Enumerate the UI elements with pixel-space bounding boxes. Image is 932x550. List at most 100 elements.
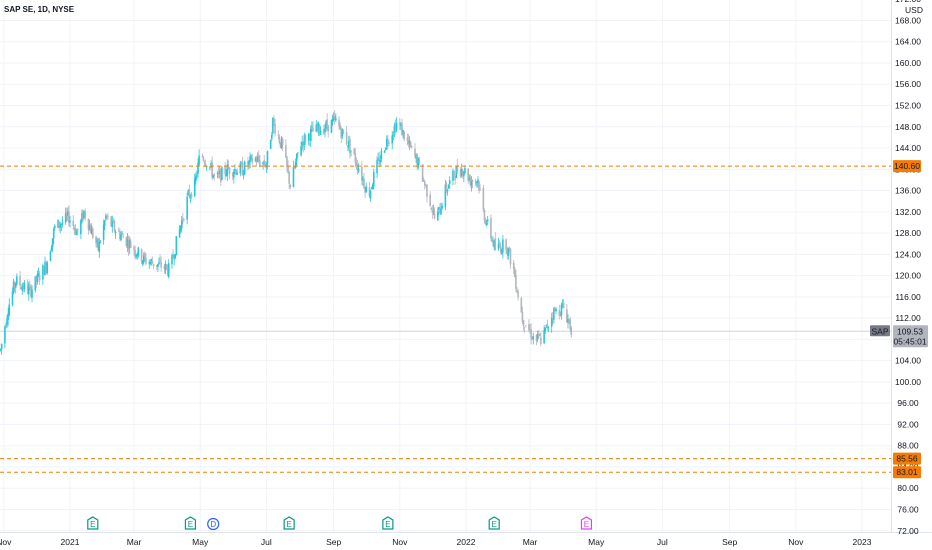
candle[interactable] bbox=[304, 133, 307, 145]
candle[interactable] bbox=[114, 229, 117, 240]
candle[interactable] bbox=[54, 224, 56, 231]
candle[interactable] bbox=[392, 131, 395, 141]
candle[interactable] bbox=[249, 152, 251, 168]
candle[interactable] bbox=[11, 287, 14, 307]
candle[interactable] bbox=[72, 214, 75, 231]
candle[interactable] bbox=[372, 168, 375, 190]
candle[interactable] bbox=[151, 256, 154, 264]
candle[interactable] bbox=[126, 233, 129, 252]
candle[interactable] bbox=[87, 218, 90, 235]
candle[interactable] bbox=[350, 150, 352, 157]
candle[interactable] bbox=[335, 113, 337, 122]
candle[interactable] bbox=[235, 169, 237, 176]
candle[interactable] bbox=[186, 192, 188, 225]
candle[interactable] bbox=[163, 263, 166, 274]
candle[interactable] bbox=[517, 288, 519, 301]
candle[interactable] bbox=[157, 263, 159, 272]
candle[interactable] bbox=[363, 173, 365, 190]
candle[interactable] bbox=[401, 118, 403, 136]
candle[interactable] bbox=[464, 165, 466, 175]
candle[interactable] bbox=[502, 234, 504, 259]
candle[interactable] bbox=[417, 156, 420, 170]
candle[interactable] bbox=[521, 306, 524, 325]
candle[interactable] bbox=[21, 282, 24, 295]
candle[interactable] bbox=[29, 280, 31, 291]
candle[interactable] bbox=[188, 184, 191, 200]
candle[interactable] bbox=[327, 125, 330, 138]
candle[interactable] bbox=[248, 160, 250, 170]
candle[interactable] bbox=[74, 223, 77, 235]
candle[interactable] bbox=[448, 176, 451, 189]
earnings-marker[interactable]: E bbox=[87, 516, 99, 530]
candle[interactable] bbox=[470, 176, 473, 192]
candle[interactable] bbox=[394, 119, 397, 135]
candle[interactable] bbox=[14, 282, 17, 294]
candle[interactable] bbox=[342, 129, 345, 135]
candle[interactable] bbox=[467, 167, 469, 184]
candle[interactable] bbox=[317, 121, 320, 136]
candle[interactable] bbox=[494, 232, 497, 251]
candle[interactable] bbox=[368, 181, 371, 199]
candle[interactable] bbox=[506, 246, 509, 260]
candle[interactable] bbox=[84, 208, 86, 222]
candle[interactable] bbox=[136, 252, 139, 260]
earnings-marker[interactable]: E bbox=[184, 516, 197, 530]
candle[interactable] bbox=[164, 260, 167, 274]
candle[interactable] bbox=[550, 312, 553, 333]
dividend-marker[interactable]: D bbox=[207, 517, 220, 531]
candle[interactable] bbox=[270, 132, 273, 141]
candle[interactable] bbox=[198, 149, 200, 166]
candle[interactable] bbox=[357, 163, 360, 174]
candle[interactable] bbox=[297, 152, 299, 158]
candle[interactable] bbox=[81, 209, 83, 224]
candle[interactable] bbox=[257, 150, 260, 164]
candle[interactable] bbox=[543, 325, 545, 345]
candle[interactable] bbox=[554, 306, 556, 312]
candle[interactable] bbox=[308, 132, 311, 147]
candle[interactable] bbox=[240, 161, 243, 166]
candle[interactable] bbox=[35, 275, 38, 289]
candle[interactable] bbox=[239, 160, 242, 177]
candle[interactable] bbox=[388, 139, 390, 147]
candle[interactable] bbox=[436, 207, 439, 221]
candle[interactable] bbox=[42, 263, 44, 285]
candle[interactable] bbox=[204, 159, 207, 167]
candle[interactable] bbox=[121, 230, 123, 236]
candle[interactable] bbox=[452, 168, 454, 186]
candle[interactable] bbox=[353, 147, 356, 156]
candle[interactable] bbox=[346, 145, 349, 152]
candle[interactable] bbox=[75, 228, 78, 236]
candle[interactable] bbox=[45, 260, 47, 275]
candle[interactable] bbox=[459, 167, 462, 179]
candle[interactable] bbox=[407, 134, 410, 148]
candle[interactable] bbox=[227, 160, 230, 170]
candle[interactable] bbox=[82, 209, 84, 223]
candle[interactable] bbox=[226, 159, 229, 181]
candle[interactable] bbox=[403, 130, 405, 142]
candle[interactable] bbox=[559, 311, 562, 317]
candle[interactable] bbox=[553, 307, 555, 324]
candle[interactable] bbox=[64, 207, 67, 225]
candle[interactable] bbox=[144, 251, 146, 263]
candle[interactable] bbox=[160, 256, 162, 273]
candle[interactable] bbox=[508, 246, 511, 254]
candle[interactable] bbox=[445, 181, 448, 194]
candle[interactable] bbox=[34, 276, 37, 293]
candle[interactable] bbox=[531, 336, 533, 341]
candle[interactable] bbox=[431, 204, 434, 219]
candle[interactable] bbox=[384, 147, 387, 151]
candle[interactable] bbox=[172, 249, 174, 259]
candle[interactable] bbox=[228, 166, 231, 180]
candle[interactable] bbox=[193, 173, 196, 198]
earnings-marker[interactable]: E bbox=[283, 516, 295, 530]
earnings-marker[interactable]: E bbox=[488, 516, 500, 530]
candle[interactable] bbox=[122, 233, 124, 238]
candle[interactable] bbox=[44, 256, 46, 276]
candle[interactable] bbox=[348, 135, 350, 152]
candle[interactable] bbox=[90, 223, 93, 235]
candle[interactable] bbox=[292, 160, 295, 188]
candle[interactable] bbox=[349, 135, 351, 159]
candle[interactable] bbox=[560, 302, 563, 320]
candle[interactable] bbox=[105, 213, 107, 221]
candle[interactable] bbox=[195, 172, 197, 185]
